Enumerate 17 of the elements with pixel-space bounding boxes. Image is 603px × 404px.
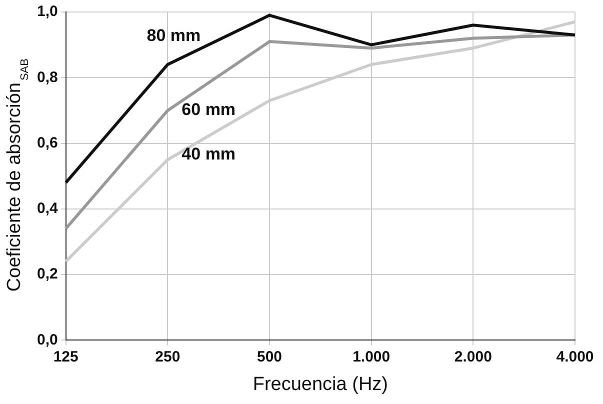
- x-tick-label: 125: [53, 348, 78, 366]
- x-axis-title: Frecuencia (Hz): [252, 374, 388, 395]
- series-label: 40 mm: [182, 144, 236, 164]
- x-tick-label: 1.000: [352, 348, 390, 366]
- x-tick-label: 500: [256, 348, 282, 366]
- series-label: 80 mm: [146, 26, 201, 46]
- x-tick-label: 2.000: [454, 348, 492, 366]
- y-tick-label: 0,6: [36, 134, 58, 152]
- x-tick-label: 250: [155, 348, 180, 366]
- y-tick-label: 0,8: [36, 68, 58, 86]
- y-axis-title: Coeficiente de absorciónSAB: [4, 58, 31, 292]
- series-label: 60 mm: [182, 100, 236, 120]
- y-tick-label: 0,2: [36, 266, 58, 283]
- x-tick-label: 4.000: [556, 348, 594, 366]
- y-tick-label: 0,0: [36, 331, 58, 348]
- y-tick-label: 0,4: [36, 200, 58, 218]
- y-tick-label: 1,0: [36, 3, 58, 20]
